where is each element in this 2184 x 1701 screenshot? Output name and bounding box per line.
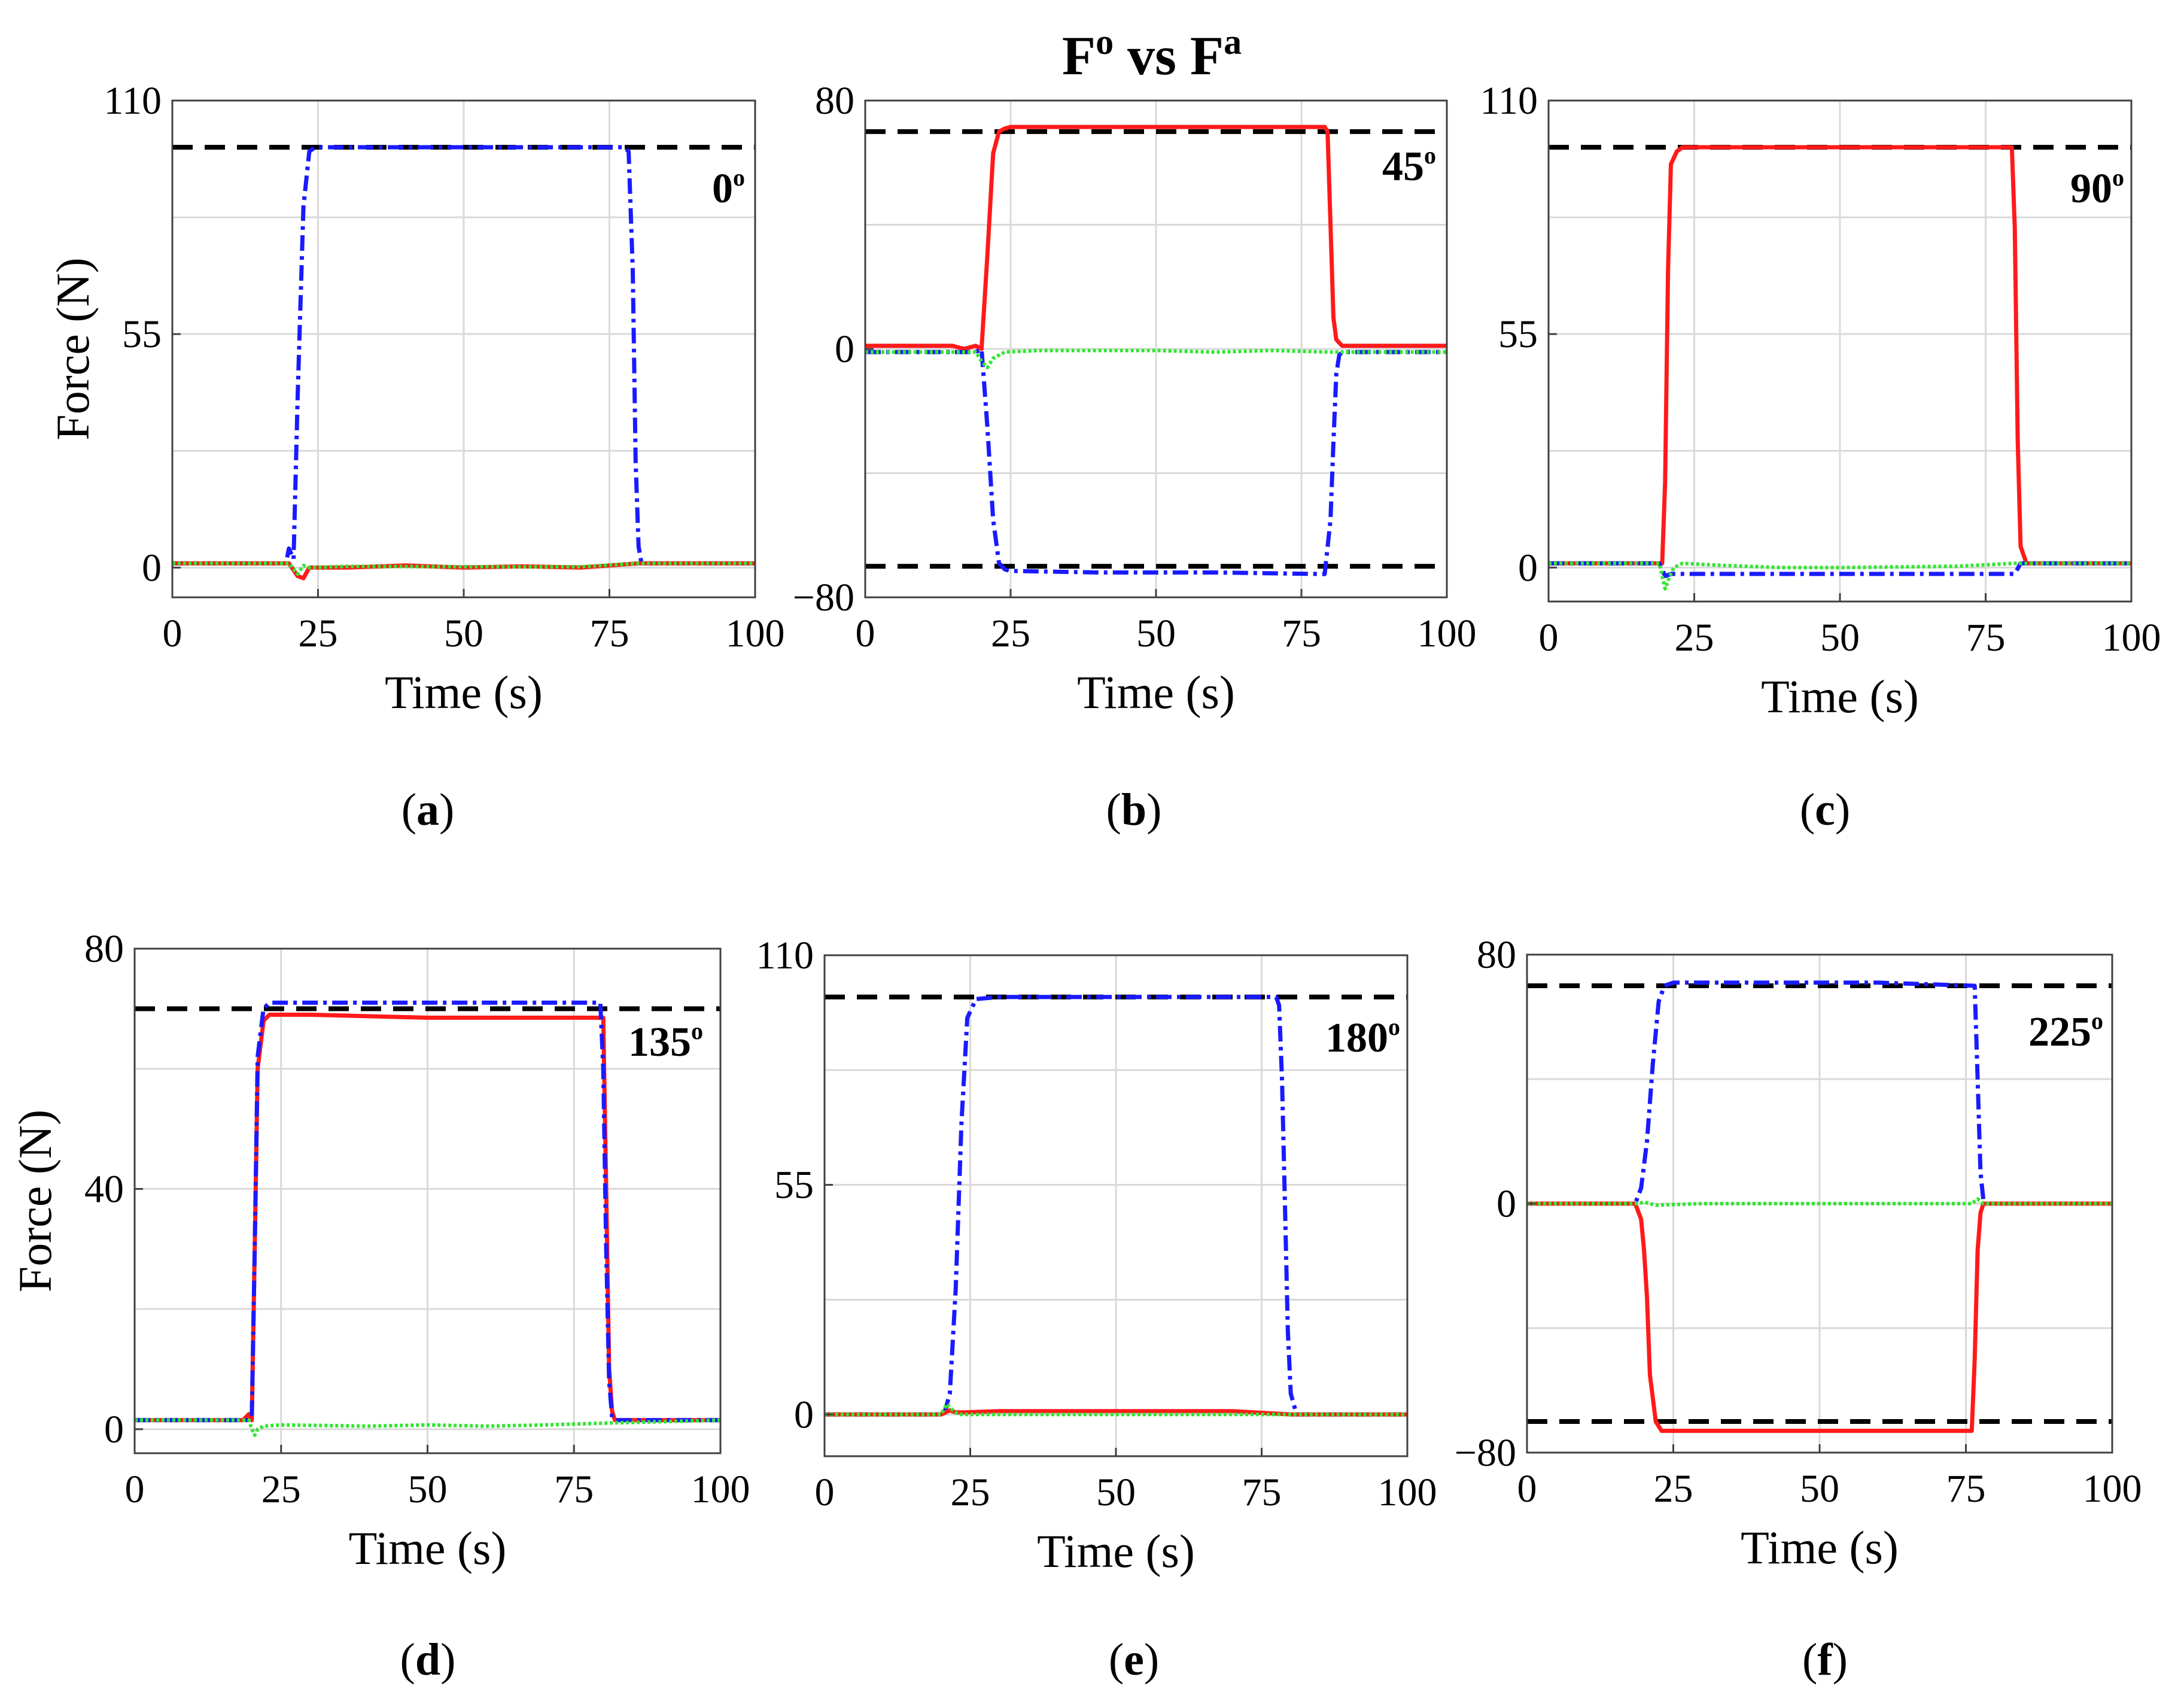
series-line-blue (1527, 980, 2112, 1206)
panel-label-d: (d) (400, 1635, 456, 1685)
panel-label-b: (b) (1106, 785, 1162, 835)
x-tick-label: 0 (125, 1468, 145, 1511)
x-tick-label: 75 (1946, 1467, 1986, 1511)
x-tick-label: 25 (299, 612, 338, 655)
x-tick-label: 100 (2083, 1467, 2142, 1511)
series-line-red (1527, 1201, 2112, 1433)
angle-annotation-b: 45o (1382, 142, 1436, 190)
x-tick-label: 25 (991, 612, 1030, 655)
series-line-green (1549, 561, 2131, 591)
x-axis-label: Time (s) (385, 666, 543, 718)
y-tick-label: 55 (122, 312, 162, 356)
y-tick-label: 55 (1498, 312, 1538, 356)
angle-annotation-f: 225o (2028, 1007, 2103, 1055)
x-tick-label: 100 (1378, 1471, 1437, 1514)
x-tick-label: 25 (951, 1471, 990, 1514)
y-tick-label: 0 (794, 1393, 814, 1436)
y-tick-label: 0 (835, 327, 854, 371)
y-tick-label: 40 (84, 1167, 124, 1211)
x-tick-label: 50 (1136, 612, 1176, 655)
figure-title: Fo vs Fa (1061, 22, 1242, 86)
y-tick-label: 0 (104, 1408, 124, 1451)
y-tick-label: −80 (1455, 1431, 1516, 1475)
x-tick-label: 50 (1820, 616, 1860, 660)
x-tick-label: 0 (1539, 616, 1559, 660)
series-line-blue (172, 145, 755, 566)
series-line-red (1549, 145, 2131, 566)
angle-annotation-c: 90o (2070, 164, 2124, 212)
y-tick-label: 80 (815, 79, 854, 123)
x-tick-label: 0 (856, 612, 875, 655)
series-line-green (1527, 1197, 2112, 1207)
y-tick-label: 110 (1480, 79, 1538, 123)
x-tick-label: 100 (691, 1468, 750, 1511)
series-line-red (135, 1012, 720, 1423)
x-tick-label: 25 (261, 1468, 301, 1511)
x-tick-label: 50 (1096, 1471, 1136, 1514)
x-tick-label: 75 (1966, 616, 2006, 660)
x-axis-label: Time (s) (349, 1522, 507, 1574)
series-line-blue (865, 347, 1447, 576)
y-tick-label: 55 (774, 1164, 814, 1207)
series-line-green (172, 561, 755, 576)
y-tick-label: 0 (1496, 1182, 1516, 1226)
y-tick-label: 110 (756, 934, 814, 977)
y-axis-label: Force (N) (47, 257, 99, 440)
x-tick-label: 75 (1282, 612, 1321, 655)
x-tick-label: 75 (590, 612, 629, 655)
x-tick-label: 25 (1654, 1467, 1693, 1511)
y-tick-label: 0 (1518, 546, 1538, 590)
x-tick-label: 75 (554, 1468, 594, 1511)
y-tick-label: 0 (142, 546, 162, 590)
x-tick-label: 50 (1800, 1467, 1839, 1511)
y-axis-label: Force (N) (9, 1110, 61, 1292)
x-tick-label: 50 (408, 1468, 448, 1511)
series-line-blue (825, 995, 1407, 1417)
x-tick-label: 75 (1242, 1471, 1282, 1514)
series-line-green (825, 1402, 1407, 1417)
x-tick-label: 100 (2102, 616, 2161, 660)
y-tick-label: 110 (104, 79, 162, 123)
x-tick-label: 100 (726, 612, 785, 655)
x-tick-label: 0 (815, 1471, 835, 1514)
series-line-blue (135, 1000, 720, 1423)
y-tick-label: 80 (1477, 933, 1516, 977)
panel-label-f: (f) (1802, 1635, 1848, 1685)
angle-annotation-e: 180o (1325, 1013, 1400, 1061)
panel-label-e: (e) (1108, 1635, 1160, 1685)
x-axis-label: Time (s) (1741, 1521, 1899, 1574)
x-axis-label: Time (s) (1761, 670, 1919, 722)
x-axis-label: Time (s) (1077, 666, 1235, 718)
y-tick-label: −80 (793, 576, 854, 619)
x-tick-label: 0 (1517, 1467, 1537, 1511)
x-tick-label: 25 (1675, 616, 1714, 660)
x-axis-label: Time (s) (1037, 1525, 1195, 1577)
angle-annotation-a: 0o (712, 164, 745, 212)
series-line-red (865, 124, 1447, 351)
panel-label-a: (a) (401, 785, 455, 835)
panel-label-c: (c) (1799, 785, 1851, 835)
series-line-green (865, 348, 1447, 370)
x-tick-label: 50 (444, 612, 483, 655)
angle-annotation-d: 135o (628, 1017, 703, 1065)
x-tick-label: 0 (163, 612, 182, 655)
y-tick-label: 80 (84, 927, 124, 971)
x-tick-label: 100 (1418, 612, 1477, 655)
series-line-blue (1549, 561, 2131, 578)
